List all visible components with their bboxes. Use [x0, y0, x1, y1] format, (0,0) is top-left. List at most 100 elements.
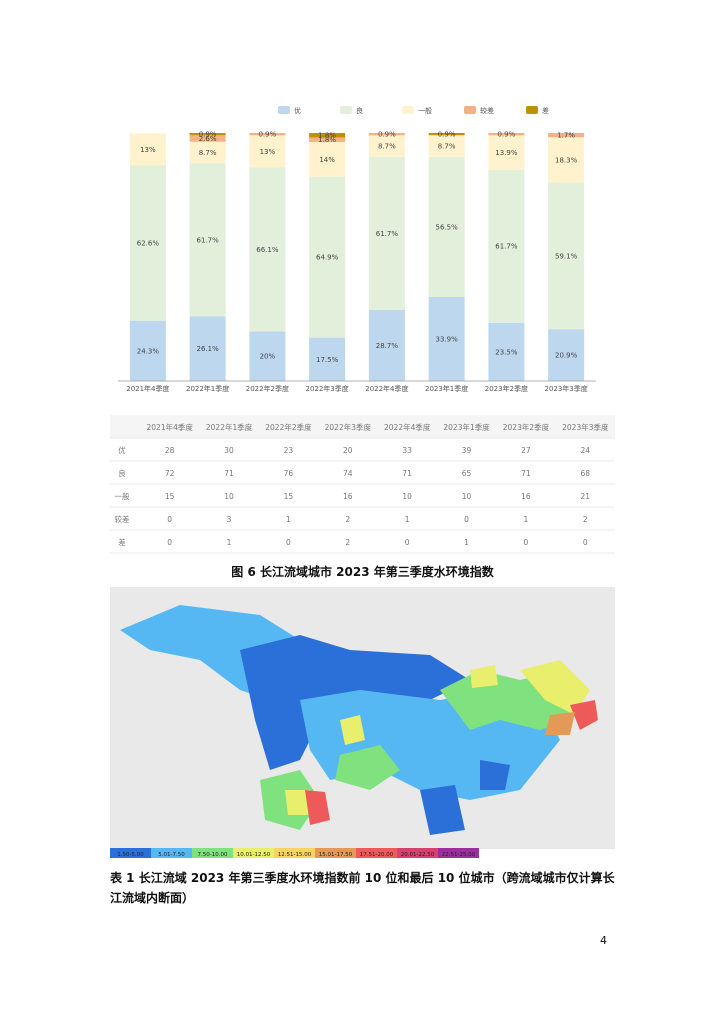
map-legend-label: 22.51-25.00 — [442, 852, 476, 858]
bar-segment — [368, 156, 405, 310]
data-label: 61.7% — [376, 230, 399, 238]
table-cell: 0 — [167, 515, 172, 524]
legend-swatch — [464, 106, 476, 114]
bar-segment — [488, 169, 525, 323]
x-tick-label: 2022年1季度 — [186, 384, 229, 393]
table-cell: 0 — [286, 538, 291, 547]
data-label: 20.9% — [555, 352, 578, 360]
table-cell: 33 — [402, 446, 412, 455]
legend-swatch — [402, 106, 414, 114]
data-label: 28.7% — [376, 342, 399, 350]
bar-segment — [488, 133, 525, 136]
bar-segment — [488, 135, 525, 170]
map-region — [340, 715, 365, 745]
data-label: 14% — [319, 156, 335, 164]
bar-segment — [548, 182, 585, 330]
table-cell: 差 — [118, 537, 126, 547]
bar-segment — [368, 135, 405, 157]
table-cell: 0 — [524, 538, 529, 547]
data-label: 56.5% — [436, 223, 459, 231]
x-tick-label: 2023年2季度 — [485, 384, 528, 393]
table-cell: 10 — [462, 492, 472, 501]
data-label: 8.7% — [378, 143, 396, 151]
table-header: 2021年4季度 — [147, 422, 194, 432]
table-cell: 16 — [343, 492, 353, 501]
data-label: 66.1% — [256, 246, 279, 254]
table-cell: 10 — [224, 492, 234, 501]
table-cell: 15 — [284, 492, 294, 501]
map-legend-label: 10.01-12.50 — [237, 852, 271, 858]
bar-segment — [129, 133, 166, 166]
bar-segment — [249, 167, 286, 332]
bar-segment — [249, 135, 286, 168]
data-label: 33.9% — [436, 335, 459, 343]
map-legend-swatch — [356, 848, 397, 858]
data-label: 13% — [140, 146, 156, 154]
data-label: 61.7% — [197, 236, 220, 244]
data-label: 0.9% — [378, 131, 396, 139]
table-cell: 30 — [224, 446, 234, 455]
table-header: 2022年3季度 — [325, 422, 372, 432]
map-legend-swatch — [192, 848, 233, 858]
map-legend-label: 1.50-5.00 — [117, 852, 144, 858]
table-cell: 68 — [581, 469, 591, 478]
table-cell: 良 — [118, 468, 126, 478]
legend-label: 较差 — [480, 106, 494, 115]
data-label: 64.9% — [316, 254, 339, 262]
map-legend-label: 5.01-7.50 — [158, 852, 185, 858]
bar-segment — [309, 141, 346, 177]
table-cell: 2 — [583, 515, 588, 524]
table-cell: 24 — [581, 446, 591, 455]
map — [110, 587, 615, 849]
map-legend-label: 12.51-15.00 — [278, 852, 312, 858]
table-cell: 0 — [583, 538, 588, 547]
data-label: 59.1% — [555, 252, 578, 260]
map-region — [520, 660, 590, 715]
table-cell: 1 — [524, 515, 529, 524]
data-label: 1.8% — [318, 136, 336, 144]
table-cell: 10 — [402, 492, 412, 501]
map-region — [570, 700, 598, 730]
data-label: 0.9% — [438, 131, 456, 139]
bar-segment — [189, 133, 226, 136]
map-legend-swatch — [438, 848, 479, 858]
table-header: 2022年1季度 — [206, 422, 253, 432]
bar-segment — [129, 320, 166, 381]
table-header-bg — [110, 415, 615, 438]
bar-segment — [309, 176, 346, 338]
map-region — [285, 790, 310, 815]
map-legend-label: 17.51-20.00 — [360, 852, 394, 858]
table-cell: 较差 — [115, 514, 130, 524]
table-cell: 1 — [405, 515, 410, 524]
bar-segment — [548, 133, 585, 138]
data-label: 0.9% — [258, 131, 276, 139]
legend-label: 优 — [294, 106, 301, 115]
bar-segment — [548, 329, 585, 381]
data-label: 1.8% — [318, 132, 336, 140]
data-label: 18.3% — [555, 156, 578, 164]
table-cell: 71 — [402, 469, 412, 478]
bar-segment — [548, 137, 585, 183]
map-region — [305, 790, 330, 825]
table-cell: 1 — [227, 538, 232, 547]
table-cell: 优 — [118, 445, 126, 455]
x-tick-label: 2022年4季度 — [365, 384, 408, 393]
legend-label: 一般 — [418, 106, 432, 115]
map-legend-swatch — [315, 848, 356, 858]
legend-label: 差 — [542, 106, 549, 115]
bar-segment — [488, 322, 525, 381]
table-cell: 0 — [405, 538, 410, 547]
table-cell: 20 — [343, 446, 353, 455]
bar-segment — [428, 135, 465, 157]
bar-segment — [309, 137, 346, 142]
bar-segment — [189, 163, 226, 317]
table-header: 2022年4季度 — [384, 422, 431, 432]
bar-segment — [249, 133, 286, 136]
data-label: 0.9% — [497, 131, 515, 139]
map-region — [545, 712, 575, 735]
x-tick-label: 2021年4季度 — [126, 384, 169, 393]
bar-segment — [428, 156, 465, 297]
table-cell: 28 — [165, 446, 175, 455]
table-header: 2022年2季度 — [265, 422, 312, 432]
